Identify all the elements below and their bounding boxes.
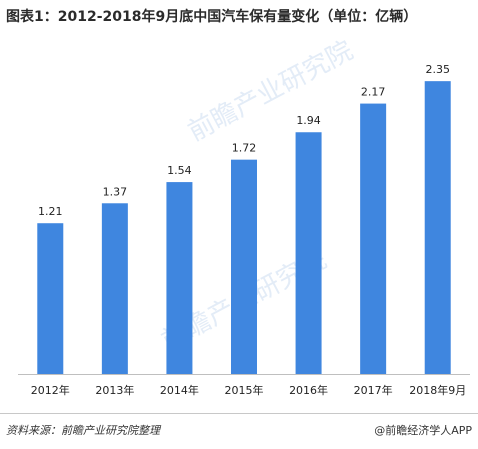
brand-credit: @前瞻经济学人APP: [374, 424, 472, 437]
x-tick-label-5: 2017年: [354, 383, 393, 397]
bar-0: [37, 223, 64, 374]
data-label-0: 1.21: [38, 205, 63, 218]
x-tick-label-0: 2012年: [31, 383, 70, 397]
data-label-6: 2.35: [425, 63, 450, 76]
footer-divider: [0, 413, 478, 414]
x-tick-label-6: 2018年9月: [409, 383, 466, 397]
chart-title: 图表1：2012-2018年9月底中国汽车保有量变化（单位：亿辆）: [6, 9, 418, 25]
data-label-1: 1.37: [103, 185, 128, 198]
bar-1: [101, 203, 128, 374]
x-tick-label-3: 2015年: [225, 383, 264, 397]
bar-3: [231, 159, 257, 374]
bar-4: [295, 132, 322, 374]
bar-2: [166, 182, 193, 374]
data-label-4: 1.94: [296, 114, 321, 127]
x-tick-label-2: 2014年: [160, 383, 199, 397]
bar-5: [360, 103, 387, 374]
data-label-5: 2.17: [361, 86, 386, 99]
x-tick-label-4: 2016年: [289, 383, 328, 397]
x-tick-label-1: 2013年: [95, 383, 134, 397]
data-label-2: 1.54: [167, 164, 192, 177]
source-note: 资料来源：前瞻产业研究院整理: [6, 424, 160, 437]
bar-6: [424, 81, 451, 375]
data-label-3: 1.72: [232, 142, 257, 155]
